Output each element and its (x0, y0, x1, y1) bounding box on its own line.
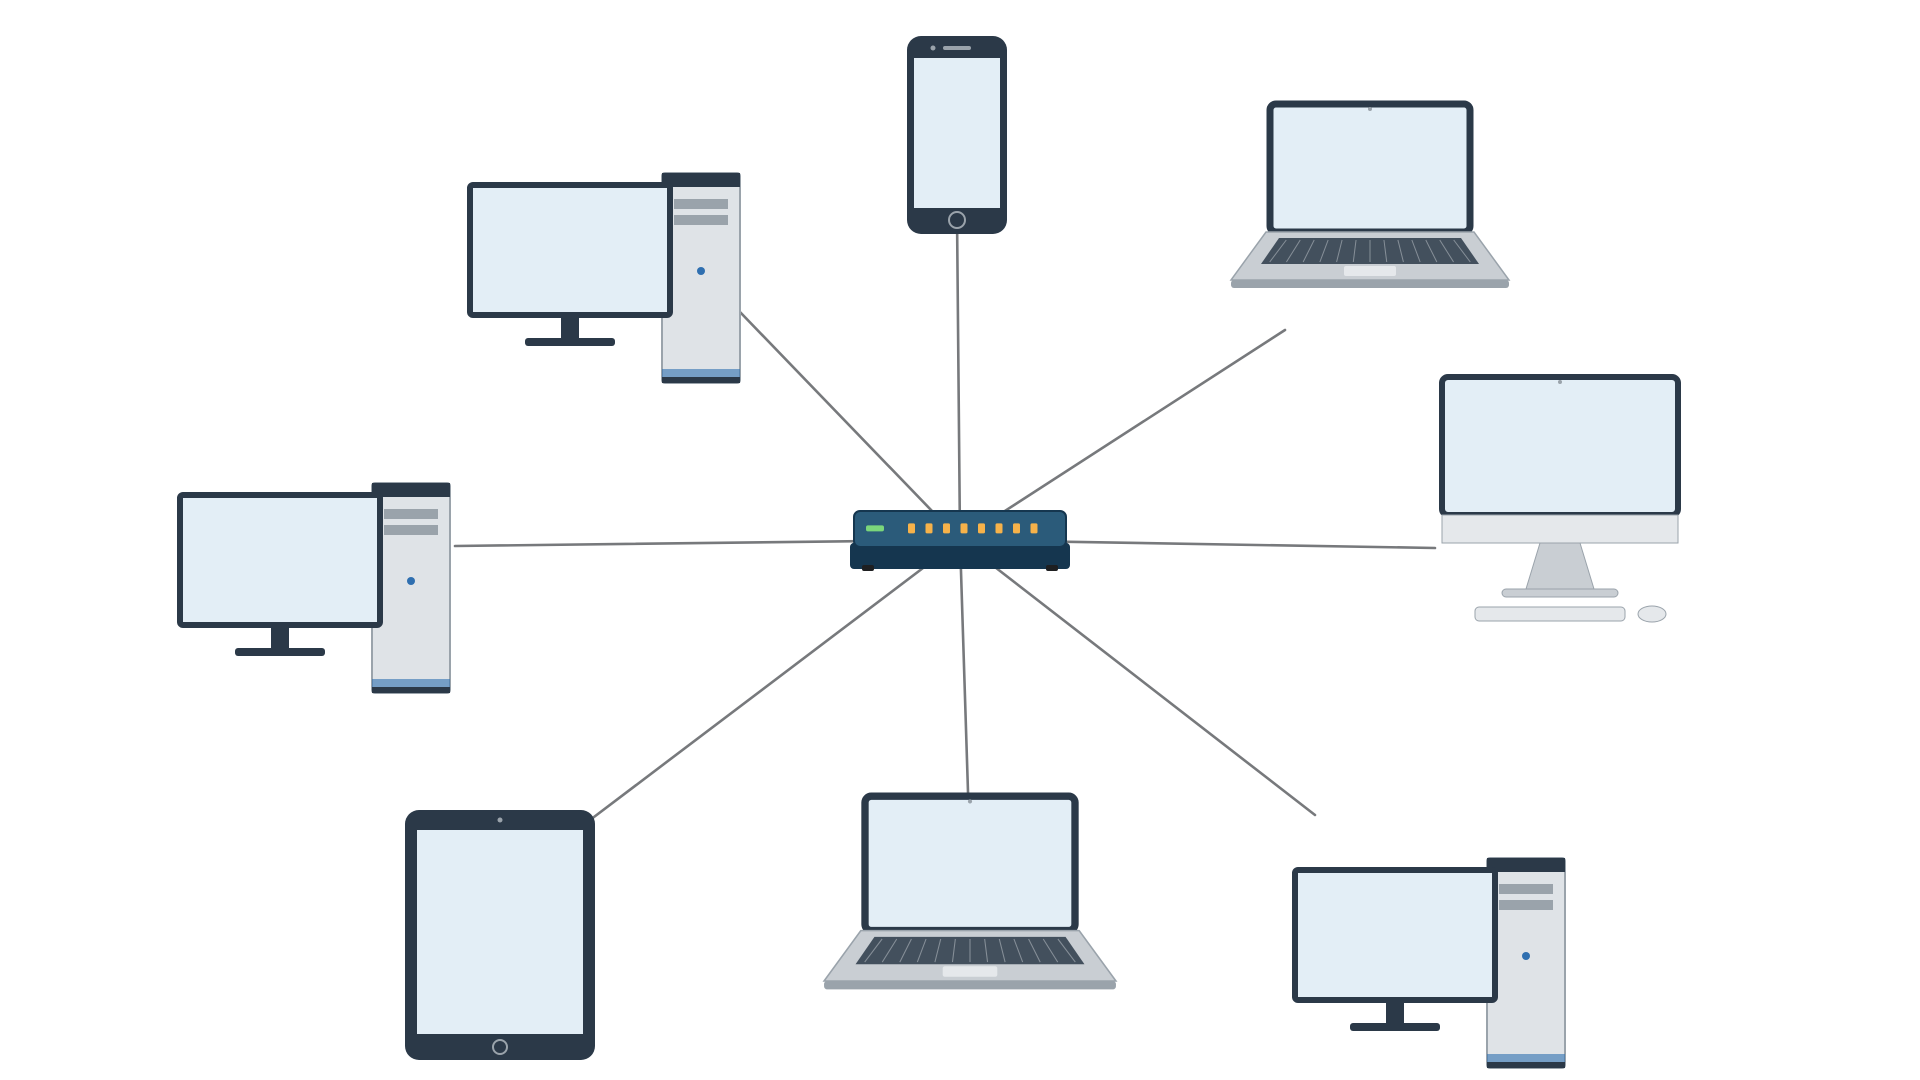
hub-layer (850, 511, 1070, 571)
imac-icon (1442, 377, 1678, 622)
tablet-icon (405, 810, 595, 1060)
network-edge (957, 215, 960, 540)
router-icon (850, 511, 1070, 571)
desktop-tower-icon (180, 483, 450, 693)
network-edge (960, 330, 1285, 540)
laptop-icon (1231, 104, 1509, 288)
network-edge (590, 540, 960, 820)
smartphone-icon (907, 36, 1007, 234)
network-edge (960, 540, 1315, 815)
laptop-icon (824, 796, 1116, 989)
network-edge (740, 312, 960, 540)
desktop-tower-icon (470, 173, 740, 383)
desktop-tower-icon (1295, 858, 1565, 1068)
network-diagram (0, 0, 1920, 1080)
